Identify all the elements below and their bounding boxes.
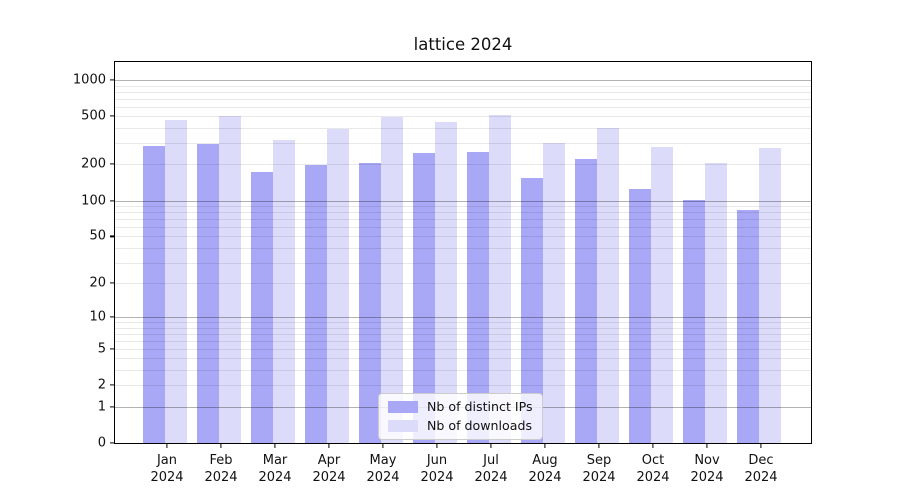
x-tick-label-jul: Jul 2024: [474, 453, 508, 485]
bar-feb-downloads: [219, 115, 241, 443]
legend: Nb of distinct IPs Nb of downloads: [378, 393, 543, 440]
x-tick-mark: [490, 444, 492, 448]
y-tick-label: 0: [97, 435, 106, 451]
bar-apr-distinct-ips: [305, 164, 327, 443]
x-tick-label-may: May 2024: [366, 453, 400, 485]
bar-aug-distinct-ips: [521, 178, 543, 443]
y-tick-label: 2: [97, 377, 106, 393]
x-tick-label-aug: Aug 2024: [528, 453, 562, 485]
legend-label-downloads: Nb of downloads: [427, 418, 533, 433]
y-tick-mark: [110, 316, 114, 318]
bar-mar-distinct-ips: [251, 171, 273, 443]
bar-may-distinct-ips: [359, 162, 381, 443]
y-tick-mark: [110, 115, 114, 117]
x-tick-mark: [328, 444, 330, 448]
legend-swatch-distinct-ips: [388, 400, 418, 413]
x-tick-mark: [598, 444, 600, 448]
y-tick-mark: [110, 348, 114, 350]
bar-apr-downloads: [327, 129, 349, 443]
bar-feb-distinct-ips: [197, 143, 219, 443]
bar-sep-distinct-ips: [575, 159, 597, 443]
bar-oct-distinct-ips: [629, 189, 651, 443]
x-tick-label-nov: Nov 2024: [690, 453, 724, 485]
bar-jul-downloads: [489, 114, 511, 443]
y-tick-mark: [110, 235, 114, 237]
x-tick-label-oct: Oct 2024: [636, 453, 670, 485]
x-tick-mark: [166, 444, 168, 448]
bar-nov-downloads: [705, 162, 727, 443]
y-tick-label: 5: [97, 341, 106, 357]
y-tick-label: 20: [89, 275, 106, 291]
bar-may-downloads: [381, 116, 403, 443]
axes-ticks-layer: 0 1 2 5 10 20 50 100 200 500 1000 Jan 2024 Feb 2024 Mar…: [73, 62, 811, 484]
chart-title: lattice 2024: [413, 35, 513, 54]
y-tick-mark: [110, 199, 114, 202]
bars-layer: [115, 62, 811, 443]
bar-jan-distinct-ips: [143, 146, 165, 443]
y-tick-mark: [110, 384, 114, 386]
bar-jun-downloads: [435, 121, 457, 443]
legend-item-downloads: Nb of downloads: [388, 418, 533, 433]
y-tick-mark: [110, 282, 114, 284]
x-tick-mark: [382, 444, 384, 448]
y-tick-label: 500: [81, 108, 106, 124]
x-tick-mark: [706, 444, 708, 448]
bar-nov-distinct-ips: [683, 199, 705, 443]
bar-dec-downloads: [759, 147, 781, 443]
y-tick-mark: [110, 79, 114, 81]
bar-mar-downloads: [273, 140, 295, 443]
x-tick-label-sep: Sep 2024: [582, 453, 616, 485]
bar-dec-distinct-ips: [737, 209, 759, 443]
x-tick-label-mar: Mar 2024: [258, 453, 292, 485]
bar-aug-downloads: [543, 143, 565, 443]
x-tick-label-feb: Feb 2024: [204, 453, 238, 485]
x-tick-label-jun: Jun 2024: [420, 453, 454, 485]
x-tick-mark: [760, 444, 762, 448]
y-tick-label: 1: [97, 399, 106, 415]
x-tick-label-apr: Apr 2024: [312, 453, 346, 485]
legend-swatch-downloads: [388, 419, 418, 432]
x-tick-label-jan: Jan 2024: [150, 453, 184, 485]
y-tick-label: 1000: [72, 72, 106, 88]
y-tick-mark: [110, 163, 114, 165]
y-tick-label: 200: [81, 156, 106, 172]
x-tick-mark: [436, 444, 438, 448]
x-tick-mark: [274, 444, 276, 448]
x-tick-mark: [544, 444, 546, 448]
bar-jul-distinct-ips: [467, 152, 489, 443]
x-tick-mark: [220, 444, 222, 448]
bar-sep-downloads: [597, 127, 619, 443]
y-tick-label: 10: [89, 309, 106, 325]
x-tick-mark: [652, 444, 654, 448]
y-tick-label: 100: [81, 193, 106, 208]
bar-jan-downloads: [165, 120, 187, 443]
y-tick-mark: [110, 406, 114, 408]
bar-oct-downloads: [651, 146, 673, 443]
y-tick-mark: [110, 442, 114, 444]
plot-area: 0 1 2 5 10 20 50 100 200 500 1000 Jan 2024 Feb 2024 Mar…: [73, 61, 812, 485]
bar-jun-distinct-ips: [413, 152, 435, 443]
x-tick-label-dec: Dec 2024: [744, 453, 778, 485]
legend-item-distinct-ips: Nb of distinct IPs: [388, 399, 533, 414]
y-tick-label: 50: [89, 228, 106, 244]
legend-label-distinct-ips: Nb of distinct IPs: [427, 399, 533, 414]
